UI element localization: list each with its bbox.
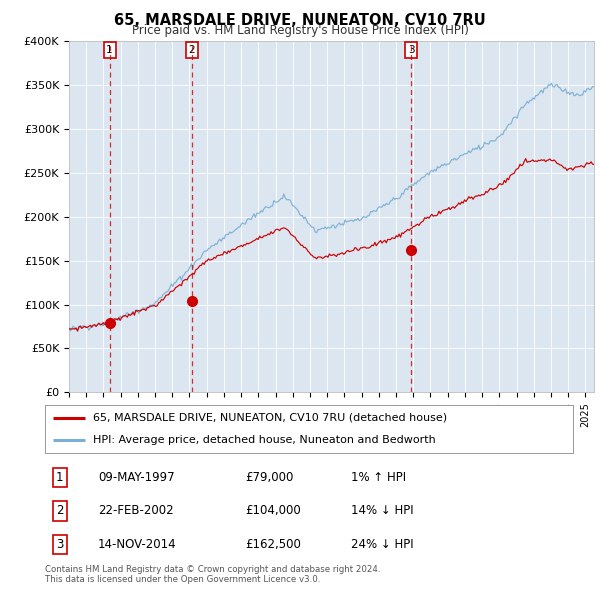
Text: 2: 2 (188, 45, 195, 55)
Text: 09-MAY-1997: 09-MAY-1997 (98, 471, 175, 484)
Text: £104,000: £104,000 (245, 504, 301, 517)
Text: Price paid vs. HM Land Registry's House Price Index (HPI): Price paid vs. HM Land Registry's House … (131, 24, 469, 37)
Text: £162,500: £162,500 (245, 538, 302, 551)
Text: 14-NOV-2014: 14-NOV-2014 (98, 538, 176, 551)
Text: 1: 1 (56, 471, 64, 484)
Text: 14% ↓ HPI: 14% ↓ HPI (351, 504, 414, 517)
Text: 3: 3 (408, 45, 415, 55)
Text: 2: 2 (56, 504, 64, 517)
Text: 22-FEB-2002: 22-FEB-2002 (98, 504, 173, 517)
Text: 65, MARSDALE DRIVE, NUNEATON, CV10 7RU (detached house): 65, MARSDALE DRIVE, NUNEATON, CV10 7RU (… (92, 413, 446, 423)
Text: 3: 3 (56, 538, 64, 551)
Text: 1% ↑ HPI: 1% ↑ HPI (351, 471, 406, 484)
Text: This data is licensed under the Open Government Licence v3.0.: This data is licensed under the Open Gov… (45, 575, 320, 584)
Text: £79,000: £79,000 (245, 471, 294, 484)
Text: 1: 1 (106, 45, 113, 55)
Text: HPI: Average price, detached house, Nuneaton and Bedworth: HPI: Average price, detached house, Nune… (92, 435, 435, 445)
Text: 65, MARSDALE DRIVE, NUNEATON, CV10 7RU: 65, MARSDALE DRIVE, NUNEATON, CV10 7RU (114, 13, 486, 28)
Text: Contains HM Land Registry data © Crown copyright and database right 2024.: Contains HM Land Registry data © Crown c… (45, 565, 380, 574)
Text: 24% ↓ HPI: 24% ↓ HPI (351, 538, 414, 551)
